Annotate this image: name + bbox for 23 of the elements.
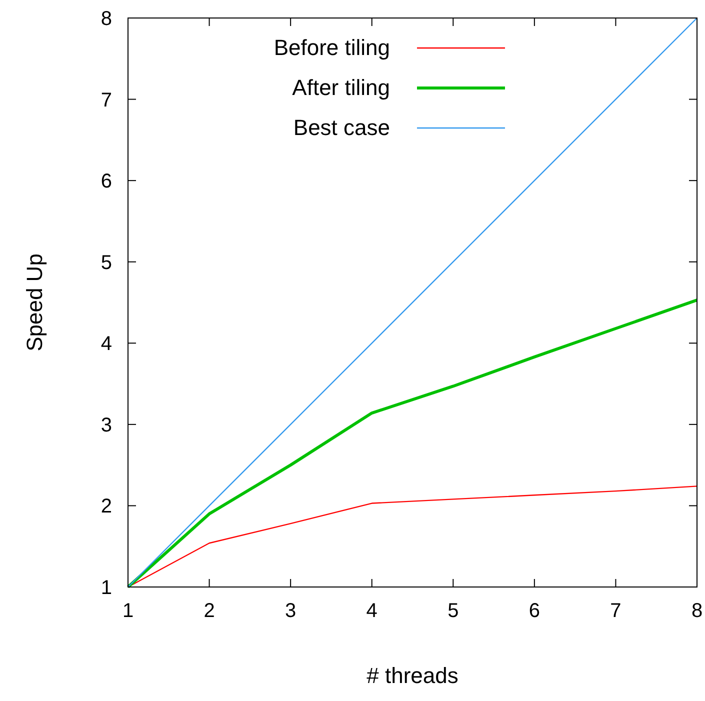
x-axis-title: # threads xyxy=(366,663,458,688)
y-tick-label: 5 xyxy=(100,252,112,274)
y-tick-label: 2 xyxy=(100,496,112,518)
x-tick-label: 3 xyxy=(285,600,296,622)
x-tick-label: 8 xyxy=(691,600,703,622)
y-tick-label: 7 xyxy=(100,89,112,112)
y-axis-title: Speed Up xyxy=(22,254,47,352)
x-tick-label: 2 xyxy=(204,600,215,622)
legend-label: Before tiling xyxy=(274,35,390,60)
x-tick-label: 6 xyxy=(528,600,540,622)
y-tick-label: 3 xyxy=(100,414,112,436)
y-tick-label: 4 xyxy=(100,333,112,356)
x-tick-label: 7 xyxy=(610,600,622,622)
line-series xyxy=(127,17,698,588)
x-tick-label: 4 xyxy=(366,600,378,622)
x-tick-label: 5 xyxy=(448,600,459,622)
y-tick-label: 8 xyxy=(100,8,112,30)
x-tick-label: 1 xyxy=(122,600,134,622)
legend-label: Best case xyxy=(293,115,390,140)
y-tick-label: 6 xyxy=(100,170,112,193)
legend-label: After tiling xyxy=(292,75,390,100)
y-tick-label: 1 xyxy=(100,577,112,599)
line-series xyxy=(126,298,698,588)
